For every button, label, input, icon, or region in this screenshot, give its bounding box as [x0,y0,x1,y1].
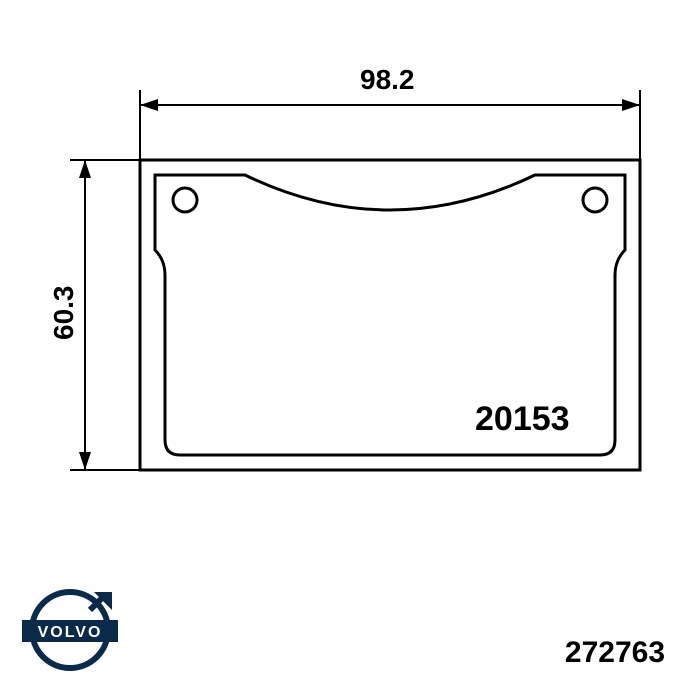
width-dim-label: 98.2 [360,64,415,96]
width-arrow-right [622,99,640,111]
hole-right [583,188,607,212]
height-arrow-top [79,160,91,178]
hole-left [173,188,197,212]
bottom-code: 272763 [565,636,665,670]
logo-text: VOLVO [38,624,103,641]
width-arrow-left [140,99,158,111]
part-number-on-pad: 20153 [475,400,570,439]
brand-logo: VOLVO [20,580,120,680]
height-arrow-bottom [79,452,91,470]
height-dim-label: 60.3 [48,286,80,341]
volvo-logo-svg: VOLVO [20,580,120,680]
